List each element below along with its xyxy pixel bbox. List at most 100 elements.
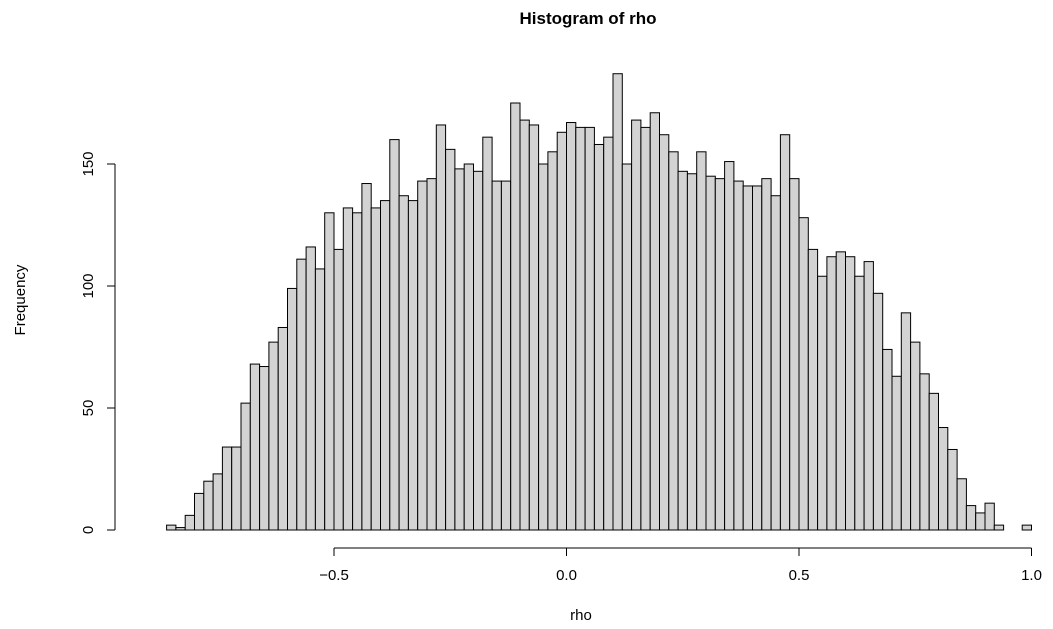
y-axis-label: Frequency [12, 264, 29, 335]
histogram-bar [807, 248, 819, 531]
histogram-bar [454, 168, 465, 531]
histogram-bar [407, 200, 419, 531]
histogram-bar [268, 341, 279, 531]
histogram-bar [789, 178, 800, 531]
histogram-bar [761, 178, 772, 531]
histogram-bar [203, 480, 214, 531]
histogram-bar [621, 163, 633, 531]
histogram-bar [398, 195, 409, 531]
histogram-bar [872, 292, 884, 531]
histogram-bar [194, 492, 205, 531]
histogram-bar [417, 180, 428, 531]
histogram-bar [770, 195, 781, 531]
histogram-bar [445, 148, 456, 531]
histogram-bar [249, 363, 261, 531]
chart-title: Histogram of rho [520, 9, 657, 28]
histogram-bar [389, 139, 400, 531]
histogram-bar [900, 312, 912, 531]
y-tick-label: 50 [80, 400, 97, 417]
histogram-bar [984, 502, 995, 531]
y-tick-label: 100 [80, 273, 97, 298]
histogram-bar [863, 261, 874, 531]
histogram-bar [612, 73, 623, 531]
histogram-bar [333, 248, 344, 531]
histogram-bar [538, 163, 549, 531]
histogram-bar [696, 151, 707, 531]
histogram-bar [175, 527, 186, 531]
x-tick-label: 1.0 [1021, 567, 1042, 584]
histogram-bar [314, 268, 326, 531]
x-tick-label: 0.0 [556, 567, 577, 584]
histogram-bar [1021, 524, 1033, 531]
histogram-bar [584, 126, 595, 531]
histogram-bar [426, 178, 437, 531]
histogram-bar [733, 180, 744, 531]
histogram-bar [510, 102, 521, 531]
y-axis: 0 50 100 150 [80, 151, 116, 534]
x-tick-label: 0.5 [789, 567, 810, 584]
histogram-bar [686, 173, 698, 531]
histogram-bar [566, 122, 577, 531]
histogram-bar [705, 175, 716, 531]
histogram-bar [296, 258, 307, 531]
histogram-bar [593, 143, 605, 531]
histogram-bar [463, 163, 475, 531]
histogram-bar [631, 119, 642, 531]
histogram-bar [435, 124, 447, 531]
histogram-bar [668, 151, 679, 531]
histogram-bar [854, 275, 865, 531]
histogram-bar [473, 170, 484, 531]
histogram-bar [287, 287, 298, 531]
histogram-bar [324, 212, 335, 531]
histogram-bar [556, 131, 568, 531]
histogram-bar [659, 134, 670, 531]
histogram-bar [231, 446, 242, 531]
histogram-bar [352, 212, 363, 531]
histogram-bar [742, 185, 754, 531]
histogram-bar [380, 200, 391, 531]
histogram-bar [649, 112, 661, 531]
histogram-bar [798, 217, 809, 531]
histogram-bar [947, 448, 958, 531]
histogram-bar [714, 178, 726, 531]
histogram-bar [370, 207, 382, 531]
histogram-bar [500, 180, 512, 531]
x-tick-label: −0.5 [319, 567, 349, 584]
histogram-bar [975, 512, 986, 531]
x-axis: −0.5 0.0 0.5 1.0 [319, 547, 1042, 584]
histogram-bar [956, 478, 967, 531]
histogram-bar [928, 392, 940, 531]
histogram-bar [240, 402, 251, 531]
histogram-bar [482, 136, 493, 531]
histogram-bar [938, 427, 949, 531]
histogram-bar [575, 126, 586, 531]
histogram-bar [845, 256, 856, 531]
histogram-bar [835, 251, 847, 531]
histogram-bar [724, 161, 735, 531]
y-tick-label: 0 [80, 526, 97, 534]
histogram-bar [547, 151, 558, 531]
histogram-bar [184, 514, 195, 531]
histogram-bar [779, 134, 791, 531]
histogram-bar [221, 446, 233, 531]
histogram-bar [519, 119, 530, 531]
histogram-bar [361, 183, 372, 531]
histogram-bar [752, 185, 763, 531]
histogram-bar [491, 180, 502, 531]
histogram-bar [965, 505, 977, 531]
histogram-bar [528, 124, 540, 531]
histogram-bar [640, 126, 651, 531]
histogram-bar [919, 373, 930, 531]
histogram-bar [817, 275, 828, 531]
histogram-bar [277, 326, 289, 531]
histogram-bar [212, 473, 223, 531]
histogram-bar [166, 524, 177, 531]
bars-group [166, 73, 1033, 531]
histogram-bar [910, 341, 921, 531]
histogram-bar [891, 375, 902, 531]
histogram-bar [259, 366, 270, 531]
histogram-bar [603, 136, 614, 531]
x-axis-label: rho [570, 607, 592, 624]
histogram-bar [826, 256, 837, 531]
